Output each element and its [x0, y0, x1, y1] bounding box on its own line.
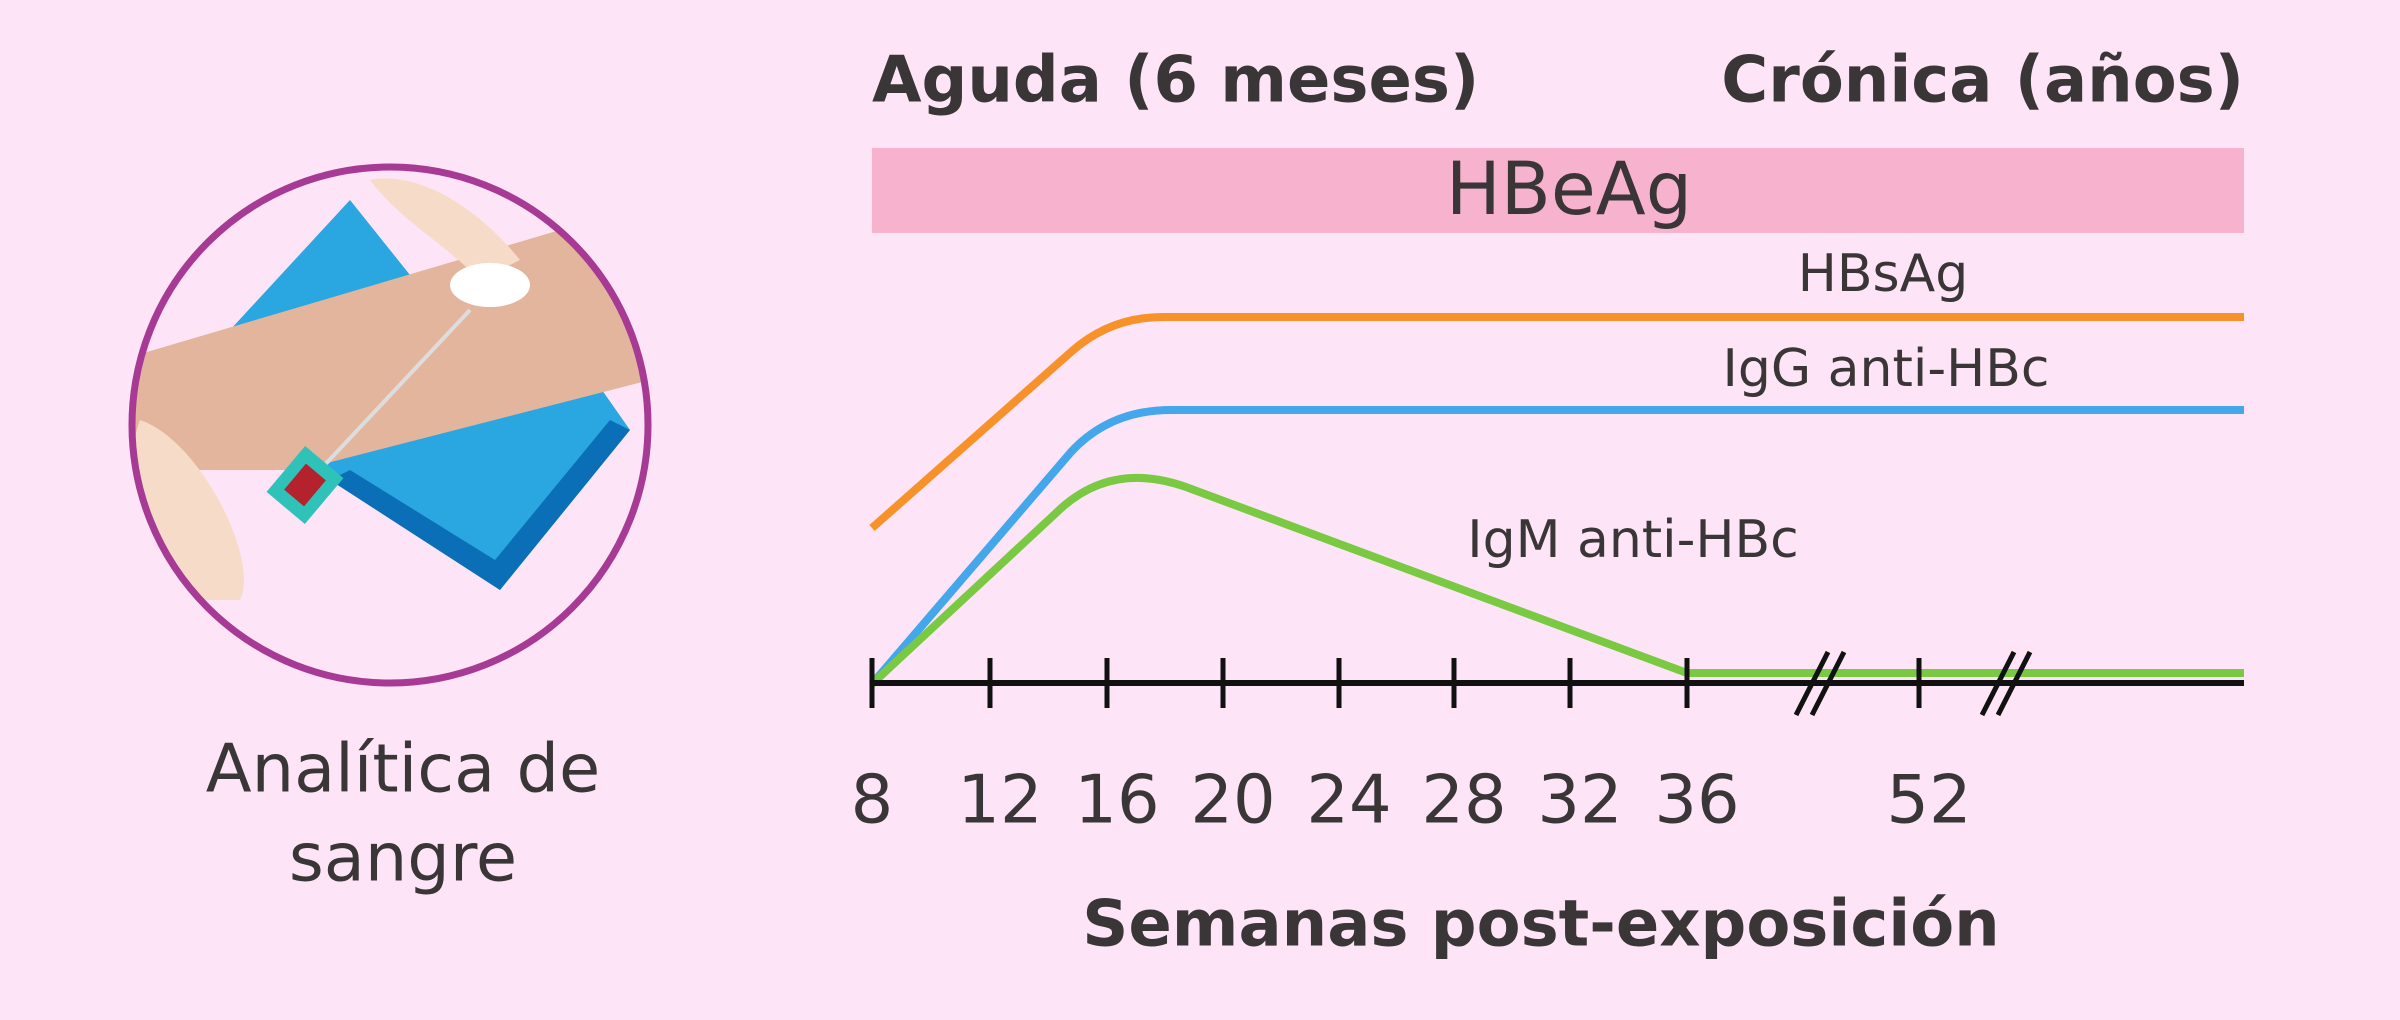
- axis-break: [1995, 650, 2033, 717]
- tick-label: 16: [1074, 761, 1159, 839]
- hbsag-curve: [869, 313, 2244, 531]
- tick-label: 28: [1421, 761, 1506, 839]
- illustration-border: [128, 163, 652, 687]
- tick-label: 20: [1190, 761, 1275, 839]
- axis-break: [1793, 650, 1831, 717]
- curve-label: HBsAg: [1798, 244, 1968, 304]
- tick-label: 32: [1537, 761, 1622, 839]
- blood-tube: [284, 463, 326, 507]
- caption-line: Analítica de: [206, 730, 600, 808]
- igg-curve: [868, 406, 2244, 687]
- cotton: [450, 263, 530, 307]
- illustration: [128, 163, 652, 687]
- band-label: HBeAg: [1446, 147, 1692, 232]
- igm-curve: [869, 473, 2244, 687]
- curve-label: IgG anti-HBc: [1723, 339, 2050, 399]
- tick-label: 12: [957, 761, 1042, 839]
- axis-title: Semanas post-exposición: [1082, 888, 1999, 962]
- curve-label: IgM anti-HBc: [1467, 510, 1799, 570]
- tick-label: 8: [851, 761, 894, 839]
- axis-break: [1809, 650, 1847, 717]
- tick-label: 36: [1654, 761, 1739, 839]
- needle: [318, 308, 472, 472]
- tick-label: 52: [1886, 761, 1971, 839]
- phase-label: Aguda (6 meses): [872, 44, 1479, 118]
- pillow-shadow: [330, 420, 630, 590]
- phase-label: Crónica (años): [1721, 44, 2244, 118]
- axis-breaks: [1793, 650, 2033, 717]
- fingers: [370, 178, 520, 280]
- caption-line: sangre: [289, 819, 517, 897]
- ticks: 8 12 16 20 24 28 32 36 52: [851, 658, 1972, 839]
- tick-label: 24: [1306, 761, 1391, 839]
- axis-break: [1979, 650, 2017, 717]
- hbeag-band: [872, 148, 2244, 233]
